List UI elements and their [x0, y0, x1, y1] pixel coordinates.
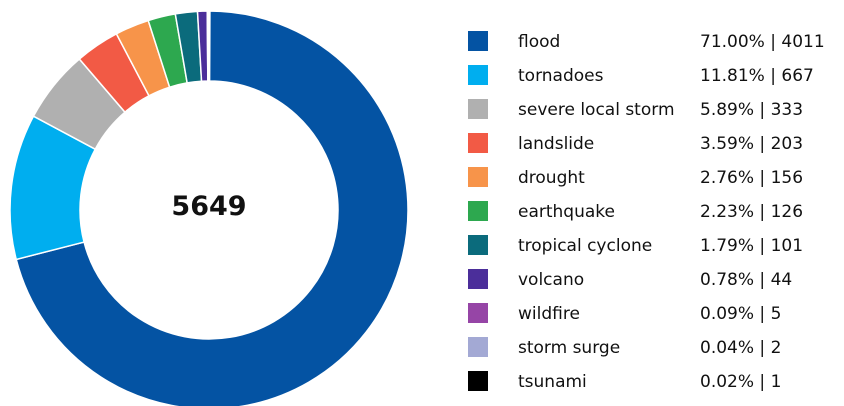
legend-item-tornadoes: tornadoes 11.81% | 667 [468, 62, 840, 96]
legend-value: 0.09% | 5 [700, 304, 782, 324]
legend-value: 0.04% | 2 [700, 338, 782, 358]
donut-slices [9, 10, 409, 406]
legend-count: 203 [770, 134, 804, 154]
legend-swatch [468, 201, 488, 221]
slice-flood [15, 10, 409, 406]
legend-swatch [468, 235, 488, 255]
legend-count: 1 [770, 372, 782, 392]
legend-percent: 1.79% [700, 236, 755, 256]
legend-count: 5 [770, 304, 782, 324]
legend-swatch [468, 303, 488, 323]
total-count: 5649 [171, 191, 246, 222]
legend-value: 1.79% | 101 [700, 236, 804, 256]
legend-value: 5.89% | 333 [700, 100, 804, 120]
legend-count: 156 [770, 168, 804, 188]
legend-percent: 11.81% [700, 66, 765, 86]
legend-label: landslide [518, 134, 595, 154]
legend: flood 71.00% | 4011 tornadoes 11.81% | 667 s… [468, 28, 840, 402]
legend-item-severe-local-storm: severe local storm 5.89% | 333 [468, 96, 840, 130]
legend-percent: 0.78% [700, 270, 755, 290]
legend-count: 101 [770, 236, 804, 256]
legend-value: 0.02% | 1 [700, 372, 782, 392]
legend-label: flood [518, 32, 561, 52]
legend-value: 2.76% | 156 [700, 168, 804, 188]
legend-value: 11.81% | 667 [700, 66, 814, 86]
legend-value: 0.78% | 44 [700, 270, 793, 290]
legend-value: 3.59% | 203 [700, 134, 804, 154]
legend-percent: 3.59% [700, 134, 755, 154]
legend-swatch [468, 31, 488, 51]
legend-swatch [468, 337, 488, 357]
legend-percent: 71.00% [700, 32, 765, 52]
legend-count: 126 [770, 202, 804, 222]
legend-label: volcano [518, 270, 585, 290]
donut-chart: 5649 [9, 10, 409, 406]
legend-label: tropical cyclone [518, 236, 653, 256]
slice-tsunami [208, 10, 211, 82]
legend-swatch [468, 167, 488, 187]
legend-label: severe local storm [518, 100, 675, 120]
legend-label: drought [518, 168, 585, 188]
legend-label: tornadoes [518, 66, 604, 86]
legend-label: storm surge [518, 338, 621, 358]
legend-item-tsunami: tsunami 0.02% | 1 [468, 368, 840, 402]
legend-count: 2 [770, 338, 782, 358]
legend-item-tropical-cyclone: tropical cyclone 1.79% | 101 [468, 232, 840, 266]
legend-item-flood: flood 71.00% | 4011 [468, 28, 840, 62]
legend-item-storm-surge: storm surge 0.04% | 2 [468, 334, 840, 368]
legend-item-earthquake: earthquake 2.23% | 126 [468, 198, 840, 232]
legend-swatch [468, 133, 488, 153]
legend-swatch [468, 371, 488, 391]
legend-item-wildfire: wildfire 0.09% | 5 [468, 300, 840, 334]
legend-count: 333 [770, 100, 804, 120]
legend-swatch [468, 65, 488, 85]
legend-value: 71.00% | 4011 [700, 32, 825, 52]
legend-swatch [468, 269, 488, 289]
legend-percent: 5.89% [700, 100, 755, 120]
legend-count: 667 [781, 66, 814, 86]
legend-swatch [468, 99, 488, 119]
legend-value: 2.23% | 126 [700, 202, 804, 222]
legend-percent: 0.04% [700, 338, 755, 358]
legend-count: 44 [770, 270, 793, 290]
legend-label: wildfire [518, 304, 580, 324]
legend-item-drought: drought 2.76% | 156 [468, 164, 840, 198]
legend-count: 4011 [781, 32, 825, 52]
legend-percent: 0.09% [700, 304, 755, 324]
legend-item-landslide: landslide 3.59% | 203 [468, 130, 840, 164]
legend-percent: 2.23% [700, 202, 755, 222]
legend-percent: 0.02% [700, 372, 755, 392]
legend-percent: 2.76% [700, 168, 755, 188]
legend-label: tsunami [518, 372, 587, 392]
legend-label: earthquake [518, 202, 615, 222]
legend-item-volcano: volcano 0.78% | 44 [468, 266, 840, 300]
